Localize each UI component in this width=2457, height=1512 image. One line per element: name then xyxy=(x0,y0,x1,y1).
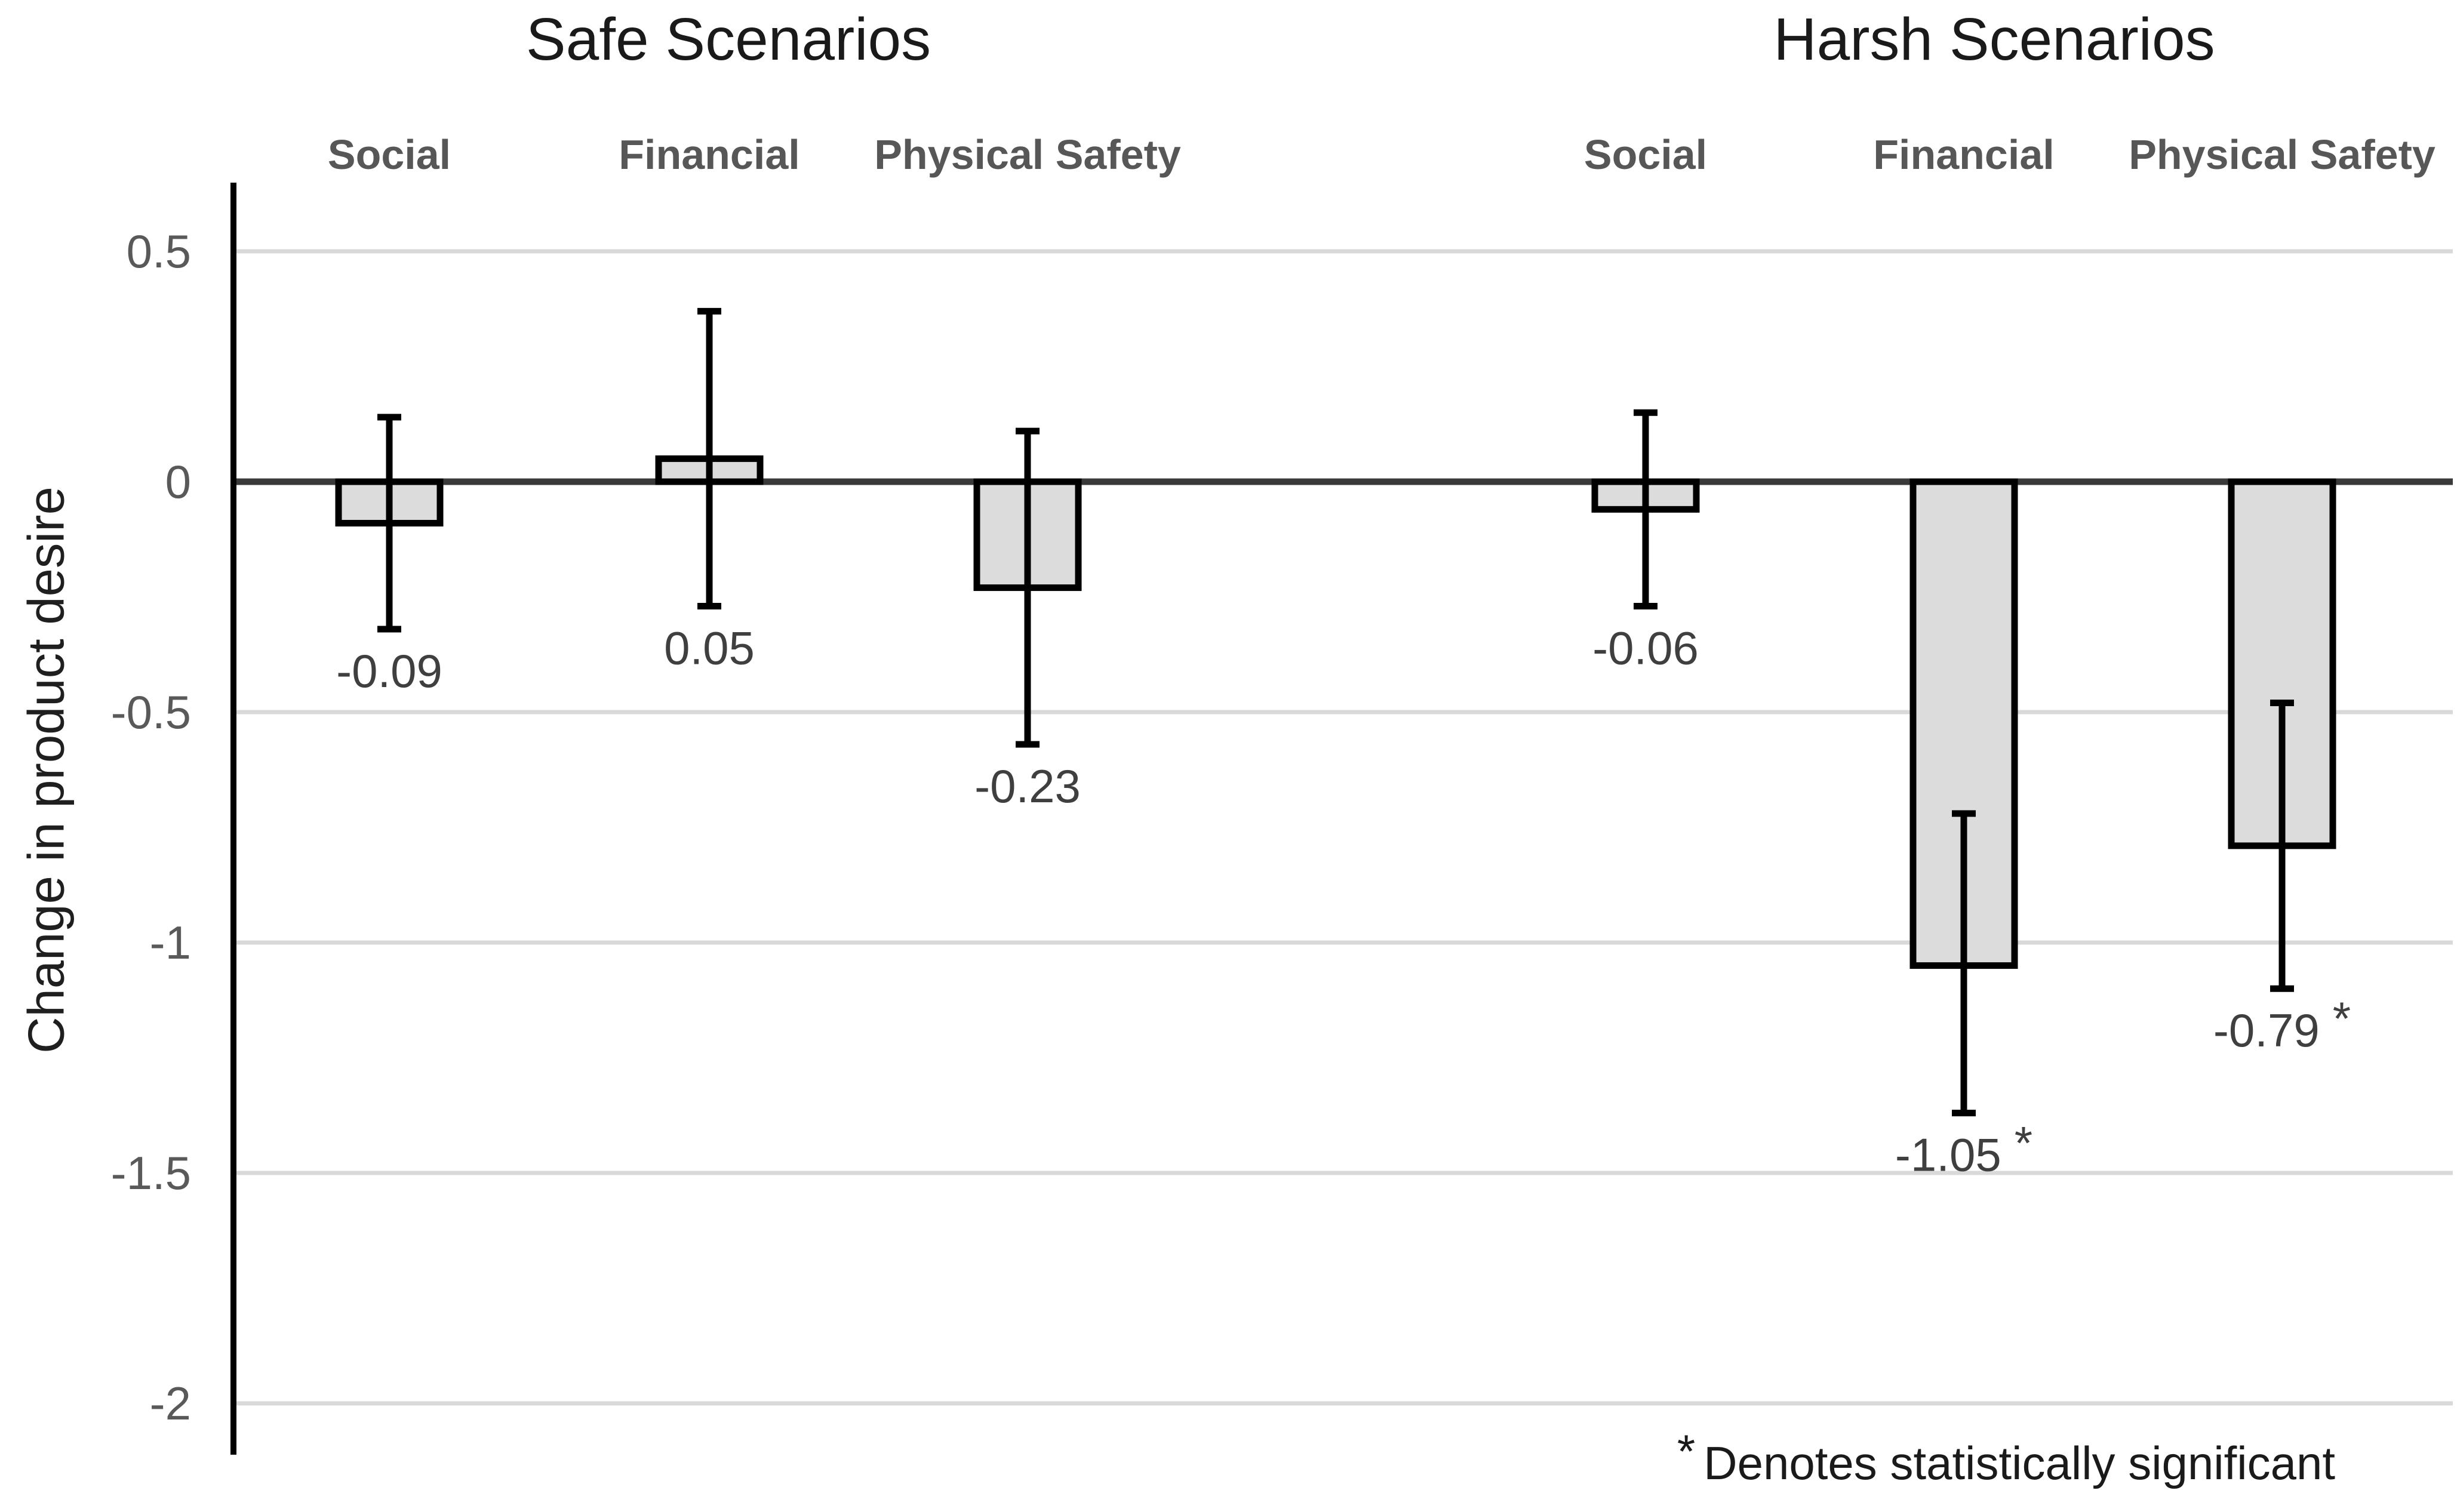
significance-asterisk: * xyxy=(2015,1117,2032,1169)
data-label-value: -1.05 xyxy=(1895,1129,2001,1181)
footnote-text: Denotes statistically significant xyxy=(1703,1437,2335,1489)
data-label: -1.05 * xyxy=(1895,1117,2032,1181)
y-tick-label-neg0p5: -0.5 xyxy=(111,686,191,738)
significance-footnote: * Denotes statistically significant xyxy=(1677,1425,2335,1489)
data-label: -0.23 xyxy=(974,760,1081,812)
significance-asterisk: * xyxy=(2333,992,2351,1045)
y-tick-label-0p5: 0.5 xyxy=(127,225,191,278)
column-header-safe-financial: Financial xyxy=(619,131,799,178)
data-label: -0.09 xyxy=(336,645,442,697)
column-header-safe-physical-safety: Physical Safety xyxy=(874,131,1181,178)
y-tick-label-neg1: -1 xyxy=(150,916,191,969)
data-label: -0.06 xyxy=(1592,621,1699,674)
y-tick-label-neg1p5: -1.5 xyxy=(111,1147,191,1199)
y-axis-title: Change in product desire xyxy=(19,486,75,1054)
group-title-harsh-scenarios: Harsh Scenarios xyxy=(1773,6,2215,73)
column-header-safe-social: Social xyxy=(328,131,451,178)
data-label-value: 0.05 xyxy=(664,621,755,674)
group-title-safe-scenarios: Safe Scenarios xyxy=(526,6,931,73)
data-label: 0.05 xyxy=(664,621,755,674)
bar-series-layer: -0.09 0.05-0.23-0.06-1.05 *-0.79 * xyxy=(335,307,2351,1181)
y-tick-label-0: 0 xyxy=(165,455,191,508)
data-label-value: -0.23 xyxy=(974,760,1081,812)
footnote-asterisk: * xyxy=(1677,1425,1695,1477)
column-header-harsh-social: Social xyxy=(1584,131,1707,178)
data-label: -0.79 * xyxy=(2213,992,2351,1057)
y-tick-label-neg2: -2 xyxy=(150,1377,191,1430)
data-label-value: -0.09 xyxy=(336,645,442,697)
column-header-harsh-physical-safety: Physical Safety xyxy=(2129,131,2436,178)
data-label-value: -0.79 xyxy=(2213,1004,2320,1057)
data-label-value: -0.06 xyxy=(1592,621,1699,674)
column-header-harsh-financial: Financial xyxy=(1873,131,2054,178)
